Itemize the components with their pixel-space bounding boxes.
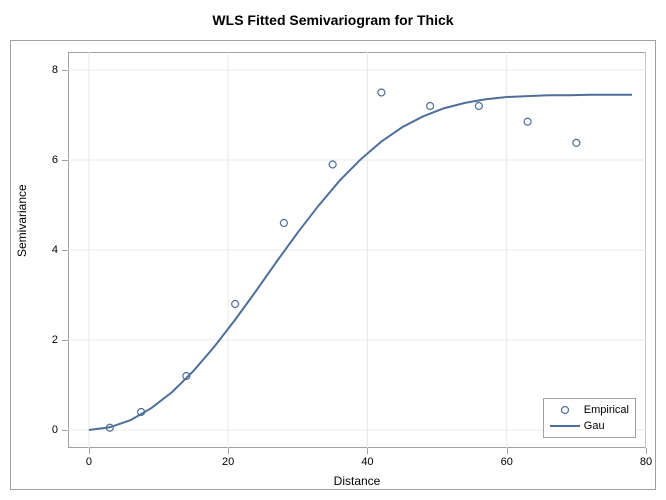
empirical-point xyxy=(573,139,580,146)
y-tick-label: 6 xyxy=(44,154,58,166)
plot-svg xyxy=(68,52,646,448)
chart-title: WLS Fitted Semivariogram for Thick xyxy=(0,12,666,28)
legend-line-gau xyxy=(550,425,580,427)
x-tick-label: 0 xyxy=(86,456,92,468)
x-axis-label: Distance xyxy=(68,474,646,488)
y-tick-label: 0 xyxy=(44,424,58,436)
y-axis-label: Semivariance xyxy=(15,237,29,257)
empirical-point xyxy=(427,103,434,110)
empirical-point xyxy=(280,220,287,227)
empirical-point xyxy=(378,89,385,96)
gau-fitted-line xyxy=(89,95,632,430)
empirical-point xyxy=(524,118,531,125)
empirical-point xyxy=(329,161,336,168)
legend-marker-empirical xyxy=(550,403,580,417)
legend-label-empirical: Empirical xyxy=(580,404,629,416)
x-tick-label: 60 xyxy=(501,456,513,468)
legend-item-gau: Gau xyxy=(550,418,629,434)
legend-item-empirical: Empirical xyxy=(550,402,629,418)
x-tick-label: 80 xyxy=(640,456,652,468)
empirical-point xyxy=(232,301,239,308)
plot-area xyxy=(68,52,646,448)
y-tick-label: 2 xyxy=(44,334,58,346)
legend: Empirical Gau xyxy=(543,398,636,438)
chart-container: WLS Fitted Semivariogram for Thick 02040… xyxy=(0,0,666,500)
x-tick-label: 40 xyxy=(361,456,373,468)
x-tick-label: 20 xyxy=(222,456,234,468)
empirical-point xyxy=(475,103,482,110)
legend-label-gau: Gau xyxy=(580,420,605,432)
y-tick-label: 8 xyxy=(44,64,58,76)
y-tick-label: 4 xyxy=(44,244,58,256)
